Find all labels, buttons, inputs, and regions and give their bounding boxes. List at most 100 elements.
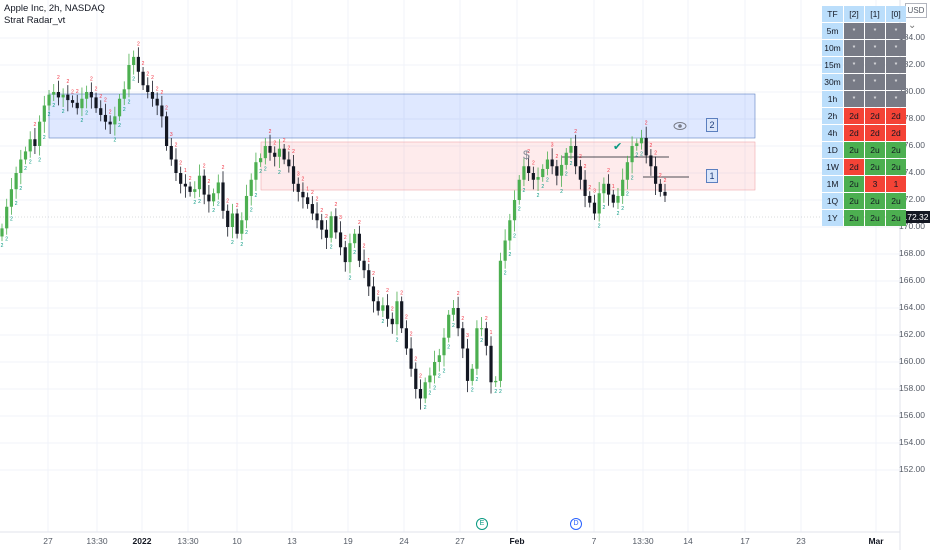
strat-label: 2 — [640, 152, 643, 158]
radar-tf-label: 15m — [822, 57, 843, 73]
radar-header-0: [0] — [886, 6, 906, 22]
strat-label: 2 — [414, 356, 417, 362]
eye-icon[interactable] — [673, 121, 687, 131]
candle-body — [188, 186, 192, 192]
candle-body — [301, 191, 305, 198]
zone-label-1[interactable]: 1 — [706, 169, 718, 183]
radar-row: 1D 2u 2u 2u — [822, 142, 906, 158]
radar-cell: 2u — [886, 142, 906, 158]
strat-label: 2 — [278, 170, 281, 176]
strat-label: 3 — [551, 142, 554, 148]
radar-tf-label: 1Y — [822, 210, 843, 226]
candle-body — [221, 182, 225, 211]
radar-header-2: [2] — [844, 6, 864, 22]
strat-label: 2 — [118, 123, 121, 129]
check-icon[interactable]: ✔ — [613, 141, 623, 153]
strat-label: 2 — [259, 169, 262, 175]
dollar-marker[interactable]: $ — [523, 148, 530, 162]
strat-label: 2 — [62, 109, 65, 115]
strat-label: 2 — [588, 185, 591, 191]
candle-body — [498, 260, 503, 381]
radar-cell: * — [865, 74, 885, 90]
dividend-event-icon[interactable]: D — [570, 518, 582, 530]
strat-label: 2 — [156, 86, 159, 92]
candle-body — [508, 220, 512, 241]
supply-zone-2[interactable] — [48, 93, 756, 139]
candle-body — [211, 193, 216, 202]
strat-label: 2 — [240, 242, 243, 248]
strat-radar-table: TF [2] [1] [0] 5m * * * 10m * * * 15m * * * 30m * * * 1h… — [821, 5, 907, 227]
strat-label: 2 — [480, 338, 483, 344]
strat-label: 2 — [236, 203, 239, 209]
price-axis-label: 178.00 — [899, 113, 925, 123]
candle-body — [649, 155, 653, 167]
candle-body — [447, 314, 451, 338]
candle-body — [136, 56, 140, 72]
strat-label: 2 — [208, 179, 211, 185]
candle-body — [226, 210, 230, 227]
candle-body — [33, 139, 37, 146]
candle-body — [658, 183, 662, 192]
candle-body — [381, 305, 385, 311]
earnings-event-icon[interactable]: E — [476, 518, 488, 530]
candle-body — [371, 286, 376, 302]
candle-body — [169, 146, 173, 160]
candle-body — [611, 194, 615, 203]
radar-cell: 2u — [886, 159, 906, 175]
strat-label: 2 — [635, 153, 638, 159]
radar-cell: * — [844, 74, 864, 90]
radar-cell: * — [844, 57, 864, 73]
strat-label: 2 — [151, 75, 154, 81]
symbol-title[interactable]: Apple Inc, 2h, NASDAQ — [4, 3, 105, 14]
candle-body — [56, 92, 61, 98]
strat-label: 2 — [424, 405, 427, 411]
currency-button[interactable]: USD — [905, 3, 927, 18]
candle-body — [19, 159, 23, 173]
strat-label: 2 — [217, 202, 220, 208]
candle-body — [385, 305, 390, 319]
strat-label: 2 — [48, 112, 51, 118]
radar-cell: 2d — [844, 108, 864, 124]
candle-body — [418, 389, 423, 399]
indicator-name[interactable]: Strat Radar_vt — [4, 15, 66, 26]
strat-label: 2 — [621, 206, 624, 212]
candle-body — [183, 183, 187, 187]
candle-body — [602, 183, 606, 194]
candle-body — [282, 148, 286, 160]
chevron-down-icon[interactable]: ⌄ — [908, 20, 917, 31]
candle-body — [42, 105, 46, 122]
candle-body — [644, 137, 648, 156]
strat-label: 2 — [598, 223, 601, 229]
candle-body — [395, 301, 399, 325]
radar-row: 10m * * * — [822, 40, 906, 56]
strat-label: 2 — [363, 244, 366, 250]
strat-label: 2 — [386, 288, 389, 294]
price-axis-label: 172.00 — [899, 194, 925, 204]
candle-body — [155, 98, 159, 106]
time-axis-label: 27 — [455, 536, 465, 546]
radar-cell: 1 — [886, 176, 906, 192]
candle-body — [268, 146, 272, 153]
candle-body — [362, 260, 366, 271]
supply-zone-1[interactable] — [260, 141, 756, 191]
candle-body — [9, 189, 14, 207]
candle-body — [28, 139, 32, 152]
radar-cell: * — [865, 91, 885, 107]
radar-cell: 2u — [844, 142, 864, 158]
radar-row: 5m * * * — [822, 23, 906, 39]
strat-label: 2 — [71, 89, 74, 95]
radar-cell: 2u — [865, 159, 885, 175]
candle-body — [146, 85, 150, 92]
candle-body — [99, 108, 103, 115]
candle-body — [592, 202, 597, 214]
strat-label: 2 — [626, 191, 629, 197]
candle-body — [89, 92, 93, 98]
strat-label: 2 — [132, 77, 135, 83]
zone-label-2[interactable]: 2 — [706, 118, 718, 132]
time-axis-label: 14 — [683, 536, 693, 546]
strat-label: 2 — [38, 158, 41, 164]
strat-label: 2 — [602, 205, 605, 211]
time-axis-label: 2022 — [132, 536, 152, 546]
price-axis-label: 180.00 — [899, 86, 925, 96]
